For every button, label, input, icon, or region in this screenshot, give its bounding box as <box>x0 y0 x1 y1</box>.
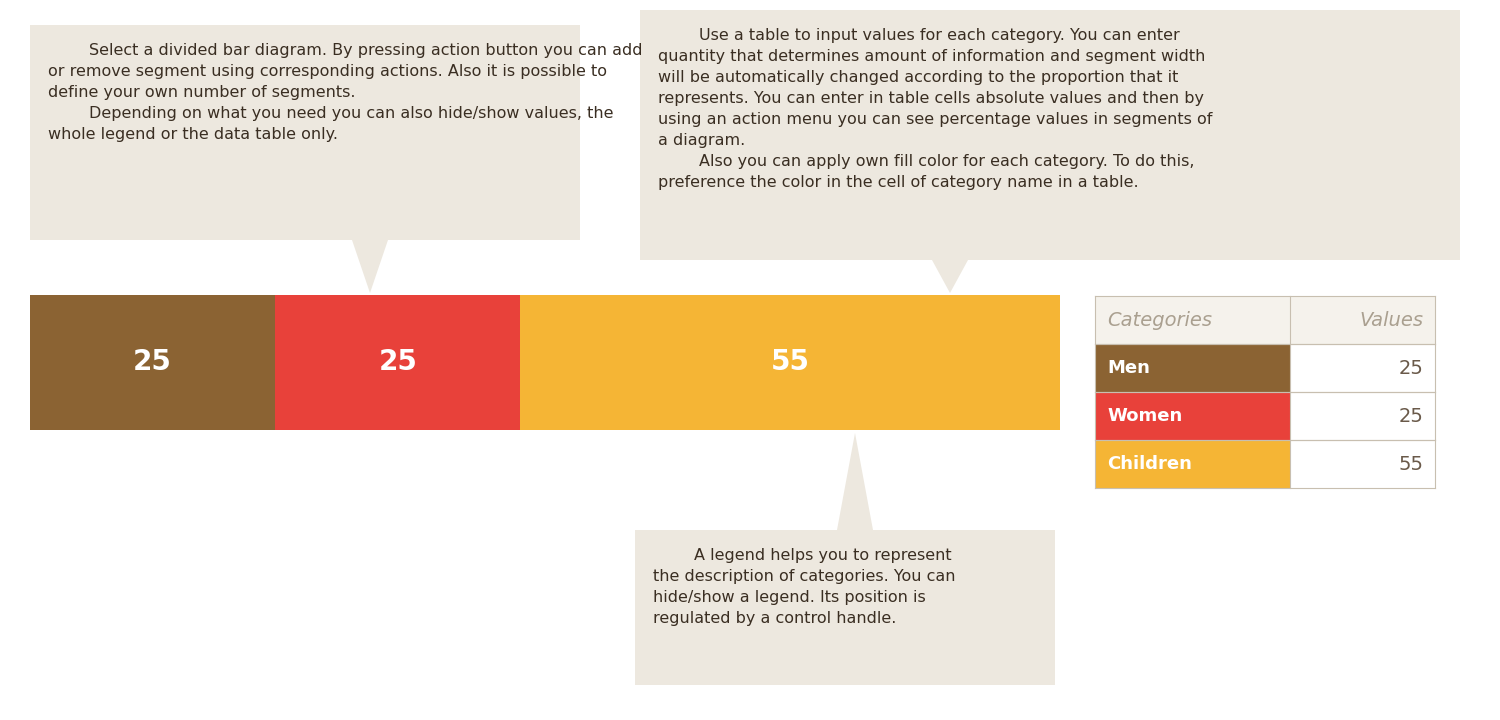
FancyBboxPatch shape <box>30 25 580 240</box>
Bar <box>520 295 1060 430</box>
Bar <box>640 10 1460 260</box>
Bar <box>274 295 520 430</box>
Bar <box>1290 440 1436 488</box>
Bar <box>1290 392 1436 440</box>
Polygon shape <box>352 240 388 293</box>
Text: Women: Women <box>1107 407 1182 425</box>
Bar <box>30 295 274 430</box>
Text: Select a divided bar diagram. By pressing action button you can add
or remove se: Select a divided bar diagram. By pressin… <box>48 43 642 142</box>
Bar <box>634 530 1054 685</box>
Text: Categories: Categories <box>1107 310 1212 330</box>
Text: Use a table to input values for each category. You can enter
quantity that deter: Use a table to input values for each cat… <box>658 28 1212 190</box>
Bar <box>30 25 580 240</box>
FancyBboxPatch shape <box>640 10 1460 260</box>
Bar <box>1095 296 1436 344</box>
Text: A legend helps you to represent
the description of categories. You can
hide/show: A legend helps you to represent the desc… <box>652 548 956 626</box>
Polygon shape <box>837 433 873 530</box>
Bar <box>1095 392 1290 440</box>
Bar <box>1290 344 1436 392</box>
Text: 25: 25 <box>1398 359 1423 377</box>
Text: 55: 55 <box>771 348 810 377</box>
Text: 55: 55 <box>1398 454 1423 474</box>
Bar <box>1095 344 1290 392</box>
FancyBboxPatch shape <box>634 530 1054 685</box>
Bar <box>1095 440 1290 488</box>
Text: 25: 25 <box>378 348 417 377</box>
Text: Children: Children <box>1107 455 1192 473</box>
Text: 25: 25 <box>134 348 172 377</box>
Text: Values: Values <box>1359 310 1424 330</box>
Polygon shape <box>932 260 968 293</box>
Text: Men: Men <box>1107 359 1150 377</box>
Text: 25: 25 <box>1398 407 1423 426</box>
